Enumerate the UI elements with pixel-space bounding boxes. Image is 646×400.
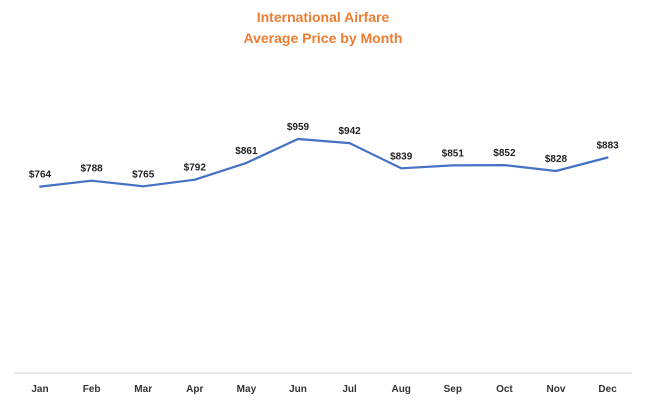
data-point-nov bbox=[555, 169, 557, 172]
data-point-jul bbox=[348, 142, 351, 145]
x-tick-label-aug: Aug bbox=[391, 384, 410, 395]
data-point-apr bbox=[193, 178, 196, 181]
data-label-may: $861 bbox=[235, 146, 258, 157]
x-tick-label-jan: Jan bbox=[31, 384, 48, 395]
x-tick-label-mar: Mar bbox=[134, 384, 152, 395]
x-tick-label-feb: Feb bbox=[83, 384, 101, 395]
series-line-average-price bbox=[39, 137, 608, 188]
data-point-feb bbox=[90, 179, 93, 182]
data-point-oct bbox=[503, 164, 506, 167]
data-label-jul: $942 bbox=[338, 126, 361, 137]
data-label-nov: $828 bbox=[545, 154, 568, 165]
x-tick-label-nov: Nov bbox=[547, 384, 566, 395]
data-label-apr: $792 bbox=[184, 163, 207, 174]
data-point-jun bbox=[297, 138, 299, 140]
x-tick-label-apr: Apr bbox=[186, 384, 203, 395]
x-tick-label-may: May bbox=[237, 384, 257, 395]
data-point-dec bbox=[606, 156, 609, 159]
data-label-jan: $764 bbox=[29, 170, 52, 181]
data-label-aug: $839 bbox=[390, 151, 413, 162]
series-group bbox=[39, 137, 609, 188]
data-label-oct: $852 bbox=[493, 148, 516, 159]
data-label-jun: $959 bbox=[287, 122, 310, 133]
x-tick-label-sep: Sep bbox=[444, 384, 462, 395]
chart-subtitle: Average Price by Month bbox=[244, 30, 403, 46]
chart-title: International Airfare bbox=[257, 9, 390, 25]
data-point-aug bbox=[400, 167, 403, 170]
data-point-sep bbox=[451, 164, 454, 167]
data-label-dec: $883 bbox=[596, 141, 619, 152]
x-tick-label-jul: Jul bbox=[342, 384, 357, 395]
data-point-jan bbox=[39, 185, 41, 188]
data-labels-group: $764 $788 $765 $792 $861 $959 $942 $839 $851 $852… bbox=[29, 122, 619, 181]
x-tick-label-dec: Dec bbox=[598, 384, 617, 395]
data-label-sep: $851 bbox=[442, 148, 465, 159]
data-label-mar: $765 bbox=[132, 169, 155, 180]
x-tick-label-jun: Jun bbox=[289, 384, 307, 395]
x-tick-labels-group: Jan Feb Mar Apr May Jun Jul Aug Sep Oct Nov Dec bbox=[31, 384, 617, 395]
data-label-feb: $788 bbox=[80, 164, 103, 175]
data-point-may bbox=[245, 161, 248, 164]
x-tick-label-oct: Oct bbox=[496, 384, 513, 395]
data-point-mar bbox=[142, 185, 145, 188]
